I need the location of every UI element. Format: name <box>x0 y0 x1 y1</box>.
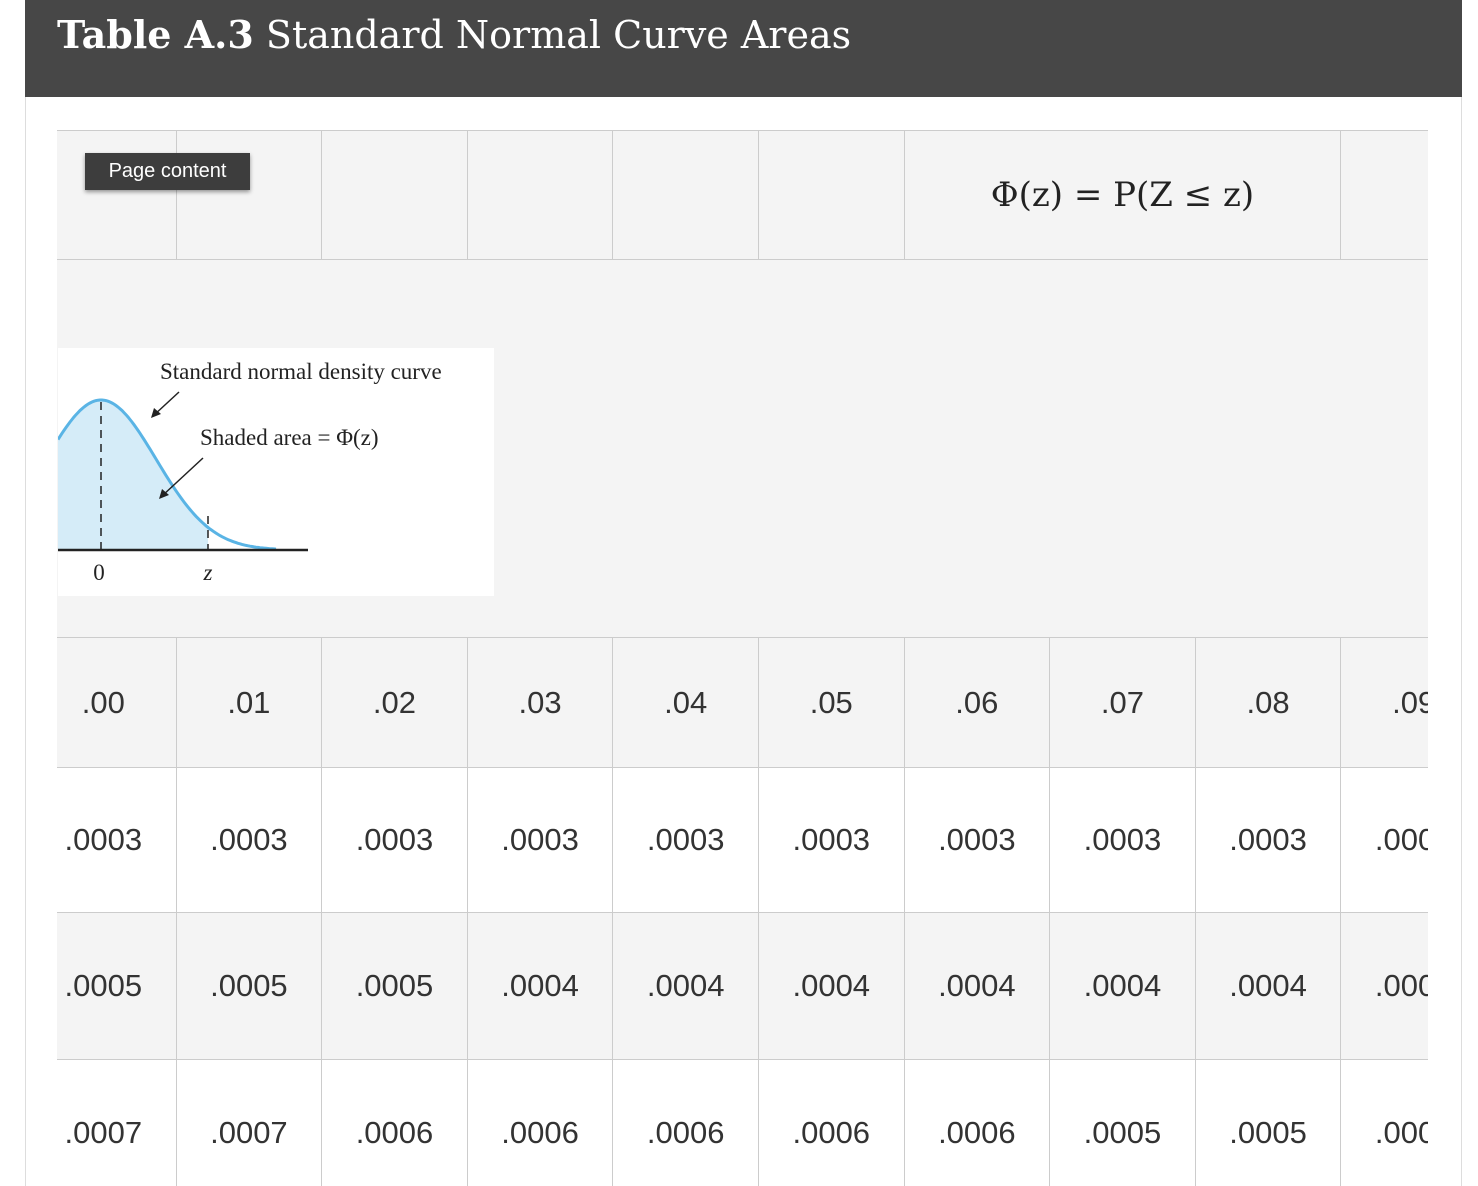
data-cell: .0005 <box>1194 1059 1342 1186</box>
data-cell: .0003 <box>175 767 323 913</box>
title-text: Standard Normal Curve Areas <box>265 13 852 57</box>
data-cell: .0003 <box>1049 767 1196 913</box>
column-header: .04 <box>612 637 759 768</box>
data-cell: .0004 <box>1194 912 1342 1060</box>
column-header: .05 <box>757 637 905 768</box>
data-cell: .0004 <box>903 912 1051 1060</box>
data-cell: .0006 <box>466 1059 614 1186</box>
data-cell: .0003 <box>321 767 468 913</box>
data-cell: .0003 <box>466 767 614 913</box>
data-cell: .0005 <box>175 912 323 1060</box>
shaded-label: Shaded area = Φ(z) <box>200 425 379 450</box>
arrowhead <box>159 489 169 499</box>
data-cell: .0003 <box>903 767 1051 913</box>
data-cell: .0002 <box>1340 767 1428 913</box>
data-row: .0007.0007.0006.0006.0006.0006.0006.0005… <box>57 1059 1428 1186</box>
data-cell: .0003 <box>1194 767 1342 913</box>
normal-curve-figure: Standard normal density curve Shaded are… <box>58 348 494 596</box>
column-header: .01 <box>175 637 323 768</box>
data-cell: .0003 <box>57 767 177 913</box>
title-bold: Table A.3 <box>57 12 254 57</box>
tooltip: Page content <box>85 153 250 190</box>
data-cell: .0003 <box>1340 912 1428 1060</box>
column-header: .03 <box>466 637 614 768</box>
data-cell: .0003 <box>612 767 759 913</box>
data-cell: .0007 <box>57 1059 177 1186</box>
density-curve <box>58 398 277 551</box>
cell <box>466 130 614 260</box>
data-cell: .0004 <box>612 912 759 1060</box>
formula: Φ(z) = P(Z ≤ z) <box>990 175 1255 215</box>
column-header: .08 <box>1194 637 1342 768</box>
data-cell: .0005 <box>1049 1059 1196 1186</box>
column-header-row: .00.01.02.03.04.05.06.07.08.09 <box>57 637 1428 768</box>
data-cell: .0005 <box>57 912 177 1060</box>
column-header: .02 <box>321 637 468 768</box>
column-header: .09 <box>1340 637 1428 768</box>
data-cell: .0004 <box>757 912 905 1060</box>
curve-label: Standard normal density curve <box>160 359 442 384</box>
table-viewport: Φ(z) = P(Z ≤ z) Standard normal density … <box>57 130 1428 1186</box>
column-header: .06 <box>903 637 1051 768</box>
column-header: .00 <box>57 637 177 768</box>
formula-cell: Φ(z) = P(Z ≤ z) <box>903 130 1342 260</box>
data-cell: .0005 <box>321 912 468 1060</box>
data-row: .0005.0005.0005.0004.0004.0004.0004.0004… <box>57 912 1428 1060</box>
data-cell: .0004 <box>466 912 614 1060</box>
axis-label: z <box>203 560 213 585</box>
arrow <box>161 457 204 497</box>
cell <box>612 130 759 260</box>
data-cell: .0004 <box>1049 912 1196 1060</box>
content-frame <box>25 0 1462 1186</box>
z-table: Φ(z) = P(Z ≤ z) Standard normal density … <box>57 130 1428 1186</box>
figure-cell: Standard normal density curve Shaded are… <box>57 259 1428 638</box>
cell <box>321 130 468 260</box>
cell <box>57 130 177 260</box>
top-row: Φ(z) = P(Z ≤ z) <box>57 130 1428 260</box>
data-cell: .0006 <box>612 1059 759 1186</box>
axis-label: 0 <box>93 560 105 585</box>
data-row: .0003.0003.0003.0003.0003.0003.0003.0003… <box>57 767 1428 913</box>
data-cell: .0006 <box>321 1059 468 1186</box>
column-header: .07 <box>1049 637 1196 768</box>
title: Table A.3 Standard Normal Curve Areas <box>57 12 851 57</box>
arrowhead <box>151 408 161 418</box>
figure-row: Standard normal density curve Shaded are… <box>57 259 1428 638</box>
data-cell: .0005 <box>1340 1059 1428 1186</box>
cell <box>1340 130 1428 260</box>
data-cell: .0006 <box>903 1059 1051 1186</box>
data-cell: .0003 <box>757 767 905 913</box>
header-bar: Table A.3 Standard Normal Curve Areas <box>25 0 1462 97</box>
cell <box>175 130 323 260</box>
data-cell: .0006 <box>757 1059 905 1186</box>
shaded-area <box>58 400 208 550</box>
data-cell: .0007 <box>175 1059 323 1186</box>
cell <box>757 130 905 260</box>
